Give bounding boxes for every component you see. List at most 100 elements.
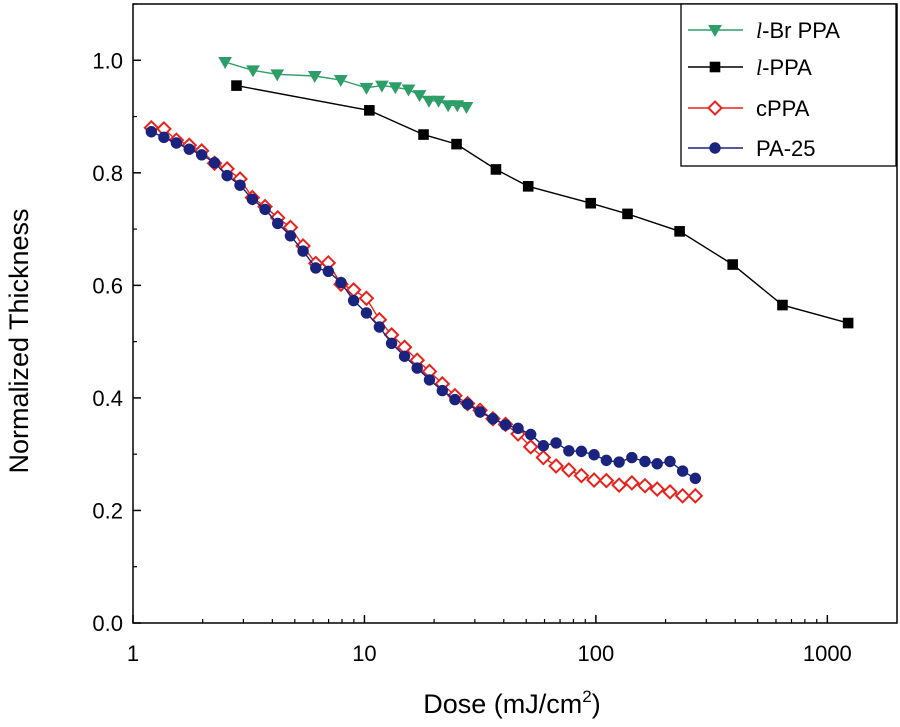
legend-item: l-Br PPA — [688, 18, 840, 43]
series-line — [151, 131, 696, 480]
data-point — [431, 95, 446, 108]
data-point — [246, 193, 259, 205]
data-point — [423, 374, 436, 386]
data-point — [586, 472, 602, 488]
data-point — [474, 406, 486, 418]
x-axis-title-superscript: 2 — [582, 687, 591, 706]
legend-label: cPPA — [756, 96, 810, 121]
data-point — [388, 82, 403, 95]
data-point — [525, 428, 537, 441]
data-point — [687, 487, 704, 504]
x-tick-label: 1 — [127, 641, 139, 666]
y-tick-label: 0.8 — [92, 161, 123, 186]
data-point — [662, 483, 678, 500]
data-point — [708, 25, 722, 38]
x-tick-label: 10 — [352, 641, 376, 666]
ticks: 0.0 0.2 0.4 0.6 0.8 1.0 1 10 100 1000 — [92, 3, 852, 666]
data-point — [674, 487, 691, 504]
data-point — [364, 105, 375, 116]
data-point — [259, 203, 271, 216]
data-point — [347, 294, 360, 307]
data-point — [598, 472, 615, 489]
data-point — [359, 82, 374, 95]
data-point — [436, 384, 449, 397]
x-tick-label: 1000 — [803, 641, 852, 666]
data-point — [208, 156, 221, 169]
series — [143, 56, 854, 504]
data-point — [585, 197, 597, 209]
y-tick-label: 0.6 — [92, 273, 123, 298]
data-point — [563, 445, 575, 457]
data-point — [183, 143, 195, 155]
data-point — [449, 393, 461, 406]
data-point — [360, 307, 373, 319]
data-point — [613, 456, 625, 468]
plot-frame — [132, 3, 898, 624]
data-point — [218, 56, 232, 69]
data-point — [522, 181, 534, 192]
axes — [132, 3, 898, 624]
data-point — [418, 129, 429, 140]
data-point — [709, 142, 721, 154]
data-point — [170, 137, 183, 149]
data-point — [221, 169, 233, 182]
legend-item: PA-25 — [688, 136, 816, 161]
data-point — [611, 477, 628, 494]
data-point — [411, 362, 423, 374]
data-point — [272, 217, 284, 230]
data-point — [490, 164, 502, 175]
series-l-ppa — [231, 80, 854, 329]
data-point — [450, 100, 465, 113]
y-tick-label: 0.4 — [92, 386, 123, 411]
data-point — [310, 262, 322, 274]
data-point — [777, 299, 788, 311]
legend-label-italic: l — [756, 55, 762, 80]
data-point — [234, 179, 246, 191]
data-point — [573, 467, 590, 484]
x-tick-label: 100 — [578, 641, 615, 666]
data-point — [727, 259, 738, 270]
series-line — [151, 127, 696, 497]
y-tick-label: 1.0 — [92, 48, 123, 73]
data-point — [676, 465, 689, 477]
data-point — [441, 100, 456, 113]
data-point — [707, 100, 723, 116]
legend-label-rest: -PPA — [762, 55, 812, 80]
data-point — [373, 321, 386, 333]
data-point — [588, 449, 600, 461]
y-tick-label: 0.2 — [92, 498, 123, 523]
data-point — [651, 458, 663, 470]
legend-item: l-PPA — [688, 55, 812, 80]
data-point — [398, 350, 411, 362]
data-point — [385, 337, 398, 350]
data-point — [284, 230, 297, 242]
data-point — [487, 413, 499, 425]
data-point — [674, 226, 685, 237]
series-pa-25 — [145, 126, 702, 485]
data-point — [333, 74, 348, 87]
data-point — [709, 61, 721, 73]
data-point — [401, 84, 416, 97]
x-axis-title-close: ) — [592, 689, 601, 719]
data-point — [358, 290, 375, 307]
y-tick-label: 0.0 — [92, 611, 123, 636]
legend: l-Br PPA l-PPA cPPA PA-25 — [680, 3, 897, 167]
legend-label: PA-25 — [756, 136, 816, 161]
data-point — [626, 451, 638, 464]
data-point — [550, 437, 562, 449]
data-point — [548, 458, 564, 474]
data-point — [639, 455, 651, 468]
series-line — [236, 84, 849, 324]
data-point — [560, 462, 577, 478]
legend-label: l-Br PPA — [756, 18, 840, 43]
data-point — [664, 455, 676, 468]
data-point — [145, 126, 158, 138]
legend-item: cPPA — [688, 96, 810, 121]
data-point — [535, 449, 552, 466]
legend-label-rest: -Br PPA — [762, 18, 840, 43]
data-point — [637, 477, 653, 494]
data-point — [842, 317, 854, 329]
data-point — [307, 71, 322, 84]
x-axis-title: Dose (mJ/cm2) — [423, 687, 600, 719]
